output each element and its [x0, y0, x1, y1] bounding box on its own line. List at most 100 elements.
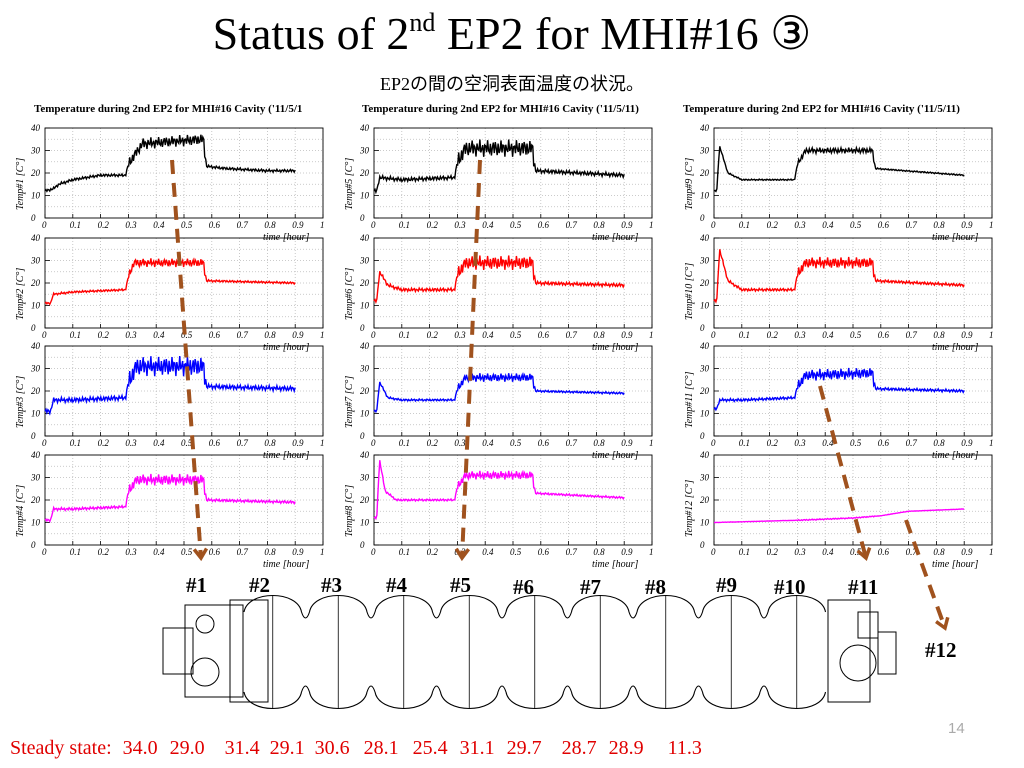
plot-2-x-tick-label: 0.3 [125, 330, 137, 340]
plot-1-x-tick-label: 0 [42, 220, 47, 230]
plot-8-y-tick-label: 0 [360, 540, 365, 550]
plot-4-y-tick-label: 40 [31, 450, 41, 460]
plot-9-x-tick-label: 0.8 [933, 220, 945, 230]
cavity-right-flange [877, 631, 897, 675]
plot-10-y-tick-label: 30 [699, 256, 710, 266]
plot-10-y-tick-label: 0 [700, 323, 705, 333]
arrow-head-4 [935, 616, 950, 631]
cell-marker-3: #3 [321, 573, 342, 597]
steady-value-8: 31.1 [459, 737, 495, 759]
plot-9-x-tick-label: 0 [711, 220, 716, 230]
plot-1-x-tick-label: 1 [320, 220, 325, 230]
plot-4-y-tick-label: 0 [31, 540, 36, 550]
plot-9-series-line [713, 145, 965, 193]
plot-11-x-tick-label: 0.7 [906, 438, 918, 448]
plot-1-x-tick-label: 0.2 [98, 220, 110, 230]
plot-8-x-tick-label: 0.4 [482, 547, 494, 557]
plot-4-x-tick-label: 0.7 [237, 547, 249, 557]
cavity-iris-top [759, 611, 769, 619]
plot-10-x-tick-label: 0 [711, 330, 716, 340]
plot-11-y-tick-label: 40 [700, 341, 710, 351]
plot-9-y-tick-label: 30 [699, 146, 710, 156]
plot-9-y-tick-label: 10 [700, 191, 710, 201]
plot-6-y-tick-label: 30 [359, 256, 370, 266]
plot-10-x-tick-label: 0.8 [933, 330, 945, 340]
plot-10-x-tick-label: 0.2 [767, 330, 779, 340]
plot-2-ylabel: Temp#2 [C°] [15, 268, 26, 320]
plot-11-x-tick-label: 0 [711, 438, 716, 448]
plot-6-x-tick-label: 0.7 [566, 330, 578, 340]
plot-6-x-tick-label: 0.8 [593, 330, 605, 340]
plot-2-x-tick-label: 1 [320, 330, 325, 340]
cavity-iris-top [366, 611, 376, 619]
plot-1-y-tick-label: 20 [31, 168, 41, 178]
plot-8-xlabel: time [hour] [592, 559, 639, 570]
plot-7-x-tick-label: 0.9 [621, 438, 633, 448]
plot-3-y-tick-label: 10 [31, 409, 41, 419]
plot-8-y-tick-label: 40 [360, 450, 370, 460]
plot-3-y-tick-label: 0 [31, 431, 36, 441]
plot-9-x-tick-label: 0.4 [822, 220, 834, 230]
plot-8-x-tick-label: 0.7 [566, 547, 578, 557]
plot-12-ylabel: Temp#12 [C°] [684, 480, 695, 537]
plot-7-series-line [373, 372, 625, 414]
cavity-right-beampipe [827, 599, 871, 703]
plot-2-series-line [44, 257, 296, 306]
plot-12-y-tick-label: 10 [700, 518, 710, 528]
steady-value-11: 28.9 [608, 737, 644, 759]
column-title-2: Temperature during 2nd EP2 for MHI#16 Ca… [362, 103, 639, 115]
plot-12-x-tick-label: 0 [711, 547, 716, 557]
steady-value-5: 30.6 [314, 737, 350, 759]
steady-value-10: 28.7 [561, 737, 597, 759]
plot-11-x-tick-label: 0.4 [822, 438, 834, 448]
plot-2-x-tick-label: 0.9 [292, 330, 304, 340]
plot-1-x-tick-label: 0.9 [292, 220, 304, 230]
column-title-3: Temperature during 2nd EP2 for MHI#16 Ca… [683, 103, 960, 115]
cell-marker-2: #2 [249, 573, 270, 597]
cavity-cell-bottom [570, 691, 630, 710]
plot-7-y-tick-label: 40 [360, 341, 370, 351]
cavity-cell-top [439, 594, 499, 613]
plot-1-x-tick-label: 0.5 [181, 220, 193, 230]
dashed-arrow-3 [818, 385, 868, 559]
cavity-cell-top [243, 594, 303, 613]
plot-1-y-tick-label: 10 [31, 191, 41, 201]
cell-marker-12: #12 [925, 638, 957, 662]
cavity-iris-bottom [431, 685, 442, 693]
plot-9-x-tick-label: 0.1 [739, 220, 750, 230]
plot-12-x-tick-label: 0.3 [794, 547, 806, 557]
plot-8-x-tick-label: 1 [649, 547, 654, 557]
plot-5-x-tick-label: 0.5 [510, 220, 522, 230]
arrow-head-1 [192, 547, 209, 562]
plot-5-y-tick-label: 10 [360, 191, 370, 201]
steady-state-row: Steady state: 34.0 29.0 31.4 29.1 30.6 28.1 25… [10, 737, 702, 760]
plot-6-x-tick-label: 0.3 [454, 330, 466, 340]
plot-8-x-tick-label: 0.8 [593, 547, 605, 557]
plot-5-x-tick-label: 0.2 [427, 220, 439, 230]
plot-5-x-tick-label: 0.7 [566, 220, 578, 230]
cavity-cell-bottom [439, 691, 499, 710]
plot-4-x-tick-label: 0.2 [98, 547, 110, 557]
plot-11-xlabel: time [hour] [932, 450, 979, 461]
plot-8-x-tick-label: 0.2 [427, 547, 439, 557]
cavity-iris-top [562, 611, 573, 619]
plot-6-series-line [373, 255, 625, 305]
plot-8-x-tick-label: 0.9 [621, 547, 633, 557]
plot-7-x-tick-label: 1 [649, 438, 654, 448]
cavity-cell-bottom [505, 691, 565, 710]
cavity-iris-top [628, 611, 638, 619]
cavity-iris-top [497, 611, 507, 619]
plot-5-xlabel: time [hour] [592, 232, 639, 243]
plot-10-ylabel: Temp#10 [C°] [684, 263, 695, 320]
plot-3-x-tick-label: 0.2 [98, 438, 110, 448]
plot-9-x-tick-label: 0.3 [794, 220, 806, 230]
cell-marker-5: #5 [450, 573, 471, 597]
cavity-left-flange [162, 627, 194, 675]
plot-12-xlabel: time [hour] [932, 559, 979, 570]
plot-2-x-tick-label: 0.2 [98, 330, 110, 340]
plot-12-y-tick-label: 30 [699, 473, 710, 483]
plot-12-x-tick-label: 0.6 [878, 547, 890, 557]
plot-1-y-tick-label: 30 [30, 146, 41, 156]
cavity-right-port [857, 611, 879, 639]
plot-11-x-tick-label: 0.9 [961, 438, 973, 448]
